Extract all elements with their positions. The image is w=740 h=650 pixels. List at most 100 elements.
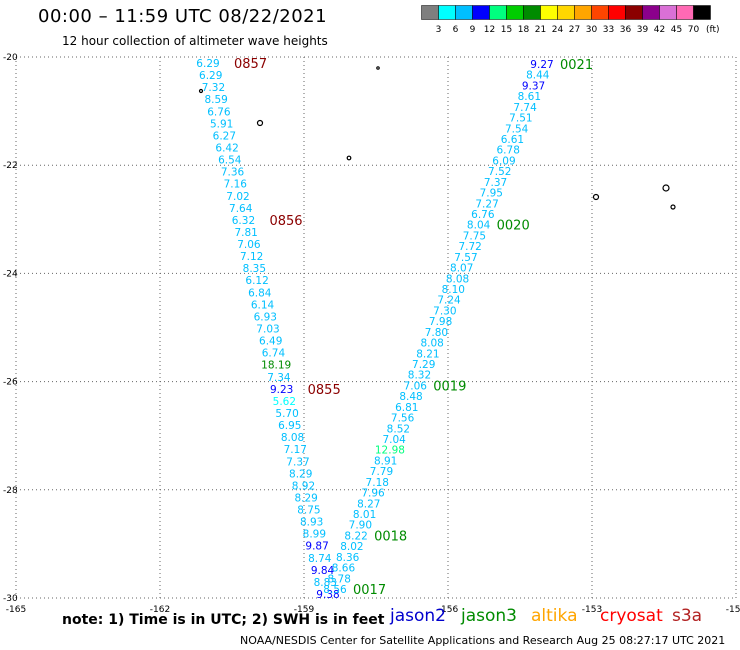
scale-label: 15 xyxy=(501,25,512,35)
track-left-swh-value: 8.99 xyxy=(303,529,326,541)
track-left-swh-value: 7.06 xyxy=(237,239,261,251)
track-right-swh-value: 8.44 xyxy=(526,70,550,82)
track-right-swh-value: 8.22 xyxy=(344,530,367,542)
track-left-swh-value: 7.64 xyxy=(229,203,253,215)
satellite-jason3: jason3 xyxy=(461,606,517,626)
track-right-swh-value: 6.09 xyxy=(492,155,515,167)
track-right-swh-value: 8.27 xyxy=(357,498,380,510)
satellite-jason2: jason2 xyxy=(390,606,446,626)
y-tick-label: -22 xyxy=(3,161,18,171)
track-right-swh-value: 8.07 xyxy=(450,263,473,275)
satellite-altika: altika xyxy=(531,606,578,626)
track-right-swh-value: 7.96 xyxy=(361,488,385,500)
scale-label: 39 xyxy=(637,25,649,35)
credit-line: NOAA/NESDIS Center for Satellite Applica… xyxy=(240,634,726,647)
track-left-swh-value: 6.84 xyxy=(248,287,272,299)
scale-label: 70 xyxy=(688,25,700,35)
track-left-swh-value: 6.49 xyxy=(259,336,282,348)
track-left-swh-value: 7.02 xyxy=(226,191,249,203)
island-outline xyxy=(376,66,380,70)
scale-label: 42 xyxy=(654,25,665,35)
track-left-swh-value: 7.34 xyxy=(267,372,291,384)
y-tick-label: -24 xyxy=(3,269,18,279)
track-right-time-label: 0021 xyxy=(560,58,593,73)
track-left-swh-value: 9.23 xyxy=(270,384,293,396)
island-outline xyxy=(592,193,600,201)
track-left-swh-value: 7.16 xyxy=(224,179,248,191)
scale-label: 9 xyxy=(470,25,476,35)
track-right-swh-value: 7.72 xyxy=(458,241,481,253)
track-right-swh-value: 8.91 xyxy=(374,455,397,467)
track-right-swh-value: 8.02 xyxy=(340,541,363,553)
track-right-swh-value: 7.24 xyxy=(437,295,461,307)
track-right-swh-value: 8.10 xyxy=(442,284,465,296)
x-tick-label: -156 xyxy=(438,605,459,615)
track-right-swh-value: 8.21 xyxy=(416,348,439,360)
track-left-swh-value: 6.14 xyxy=(251,299,275,311)
track-right-swh-value: 7.75 xyxy=(463,230,486,242)
track-left-swh-value: 18.19 xyxy=(261,360,291,372)
scale-label: 21 xyxy=(535,25,546,35)
track-right-swh-value: 8.04 xyxy=(467,220,491,232)
x-tick-label: -150 xyxy=(726,605,740,615)
track-left-time-label: 0855 xyxy=(308,383,341,398)
island-outline xyxy=(256,119,264,127)
track-right-swh-value: 7.18 xyxy=(366,477,389,489)
track-right-time-label: 0020 xyxy=(497,219,530,234)
track-left-swh-value: 8.35 xyxy=(243,263,266,275)
track-right-swh-value: 8.78 xyxy=(328,573,351,585)
track-right-swh-value: 8.48 xyxy=(399,391,422,403)
track-left-swh-value: 6.76 xyxy=(207,106,231,118)
track-right-swh-value: 7.51 xyxy=(509,113,532,125)
x-tick-label: -162 xyxy=(150,605,170,615)
track-right-swh-value: 6.78 xyxy=(497,145,520,157)
track-left-swh-value: 6.95 xyxy=(278,420,301,432)
y-tick-label: -20 xyxy=(3,53,18,63)
x-tick-label: -165 xyxy=(6,605,26,615)
satellite-cryosat: cryosat xyxy=(600,606,663,626)
track-left-swh-value: 8.93 xyxy=(300,517,323,529)
island-outline xyxy=(198,88,204,94)
track-left-swh-value: 7.17 xyxy=(284,444,307,456)
track-right-swh-value: 7.54 xyxy=(505,123,529,135)
footer-note: note: 1) Time is in UTC; 2) SWH is in fe… xyxy=(62,612,385,628)
track-left-swh-value: 6.74 xyxy=(262,348,286,360)
map-subtitle: 12 hour collection of altimeter wave hei… xyxy=(62,34,328,48)
track-right-swh-value: 6.81 xyxy=(395,402,418,414)
track-right-swh-value: 7.90 xyxy=(349,520,372,532)
track-right-swh-value: 7.56 xyxy=(391,413,415,425)
track-right-swh-value: 8.08 xyxy=(420,338,443,350)
track-left-swh-value: 6.32 xyxy=(232,215,255,227)
track-right-swh-value: 7.04 xyxy=(382,434,406,446)
track-right-swh-value: 8.56 xyxy=(323,584,347,596)
track-left-swh-value: 8.08 xyxy=(281,432,304,444)
y-tick-label: -30 xyxy=(3,594,18,604)
y-tick-label: -26 xyxy=(3,378,18,388)
track-right-time-label: 0017 xyxy=(353,583,386,598)
scale-unit: (ft) xyxy=(706,25,720,35)
track-right-swh-value: 7.29 xyxy=(412,359,435,371)
track-right-swh-value: 8.52 xyxy=(387,423,410,435)
track-right-swh-value: 12.98 xyxy=(375,445,405,457)
track-left-swh-value: 6.29 xyxy=(196,58,219,70)
track-right-time-label: 0019 xyxy=(433,379,466,394)
island-outline xyxy=(662,184,670,192)
track-right-swh-value: 7.30 xyxy=(433,305,456,317)
track-left-swh-value: 7.03 xyxy=(256,324,279,336)
color-scale-legend: 3 6 9 12 15 18 21 24 27 30 33 36 39 42 45 70 (ft) xyxy=(421,5,720,35)
track-left-swh-value: 8.59 xyxy=(204,94,227,106)
scale-label: 33 xyxy=(603,25,614,35)
track-left-swh-value: 5.62 xyxy=(273,396,296,408)
track-right-swh-value: 9.27 xyxy=(530,59,553,71)
track-right-swh-value: 7.79 xyxy=(370,466,393,478)
track-left-swh-value: 8.74 xyxy=(308,553,332,565)
track-left-swh-value: 6.54 xyxy=(218,155,242,167)
track-left-swh-value: 6.29 xyxy=(199,70,222,82)
track-left-swh-value: 5.91 xyxy=(210,118,233,130)
track-left-swh-value: 8.92 xyxy=(292,480,315,492)
track-left-swh-value: 9.87 xyxy=(305,541,328,553)
track-right-swh-value: 7.52 xyxy=(488,166,511,178)
track-right-swh-value: 8.08 xyxy=(446,273,469,285)
track-right-time-label: 0018 xyxy=(374,529,407,544)
